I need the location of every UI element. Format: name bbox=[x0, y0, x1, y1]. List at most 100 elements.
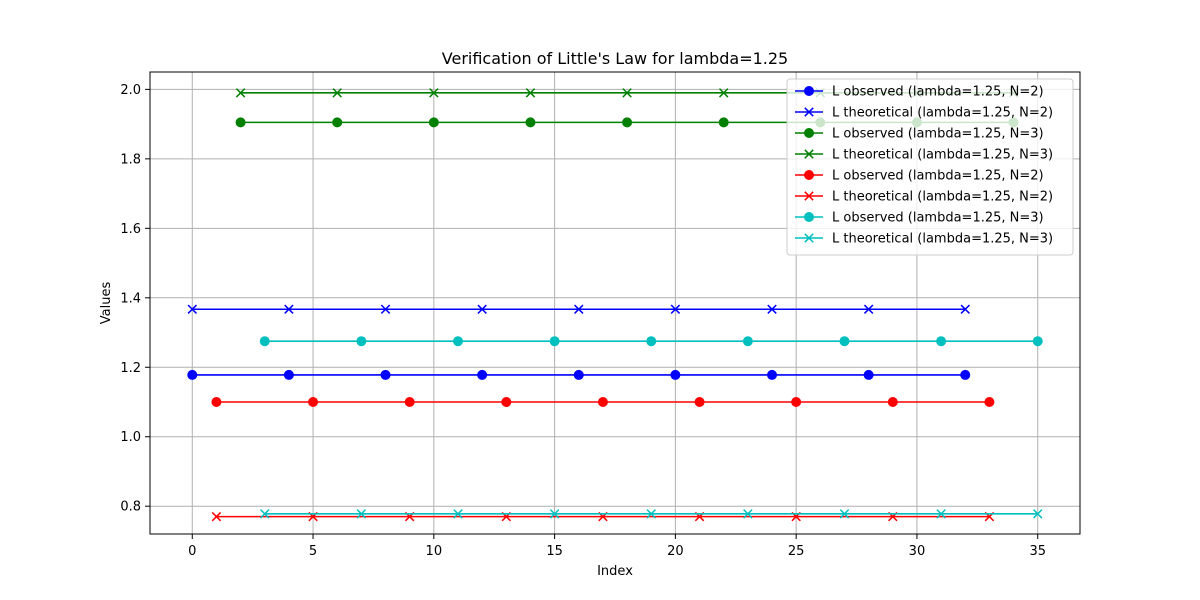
x-tick-label: 30 bbox=[909, 544, 926, 559]
marker-stroke bbox=[646, 509, 656, 519]
marker-stroke bbox=[670, 304, 681, 314]
data-point bbox=[670, 304, 681, 314]
legend-marker bbox=[804, 233, 814, 243]
data-point bbox=[791, 397, 802, 407]
data-point bbox=[211, 511, 222, 522]
data-point bbox=[549, 509, 560, 519]
x-axis-ticks: 0 5 10 15 20 25 30 35 bbox=[188, 534, 1046, 559]
marker-stroke bbox=[260, 509, 270, 519]
data-point bbox=[260, 509, 270, 519]
data-point bbox=[718, 117, 729, 128]
data-point bbox=[887, 397, 898, 407]
y-axis-label: Values bbox=[99, 282, 114, 325]
data-point bbox=[549, 336, 560, 347]
y-tick-label: 1.6 bbox=[120, 222, 141, 237]
legend-marker bbox=[804, 149, 814, 159]
data-point bbox=[767, 304, 777, 314]
series-5 bbox=[211, 397, 995, 407]
series-1 bbox=[187, 369, 971, 380]
legend-label: L theoretical (lambda=1.25, N=3) bbox=[832, 232, 1053, 247]
data-point bbox=[574, 304, 584, 314]
data-point bbox=[356, 509, 367, 519]
legend-label: L theoretical (lambda=1.25, N=2) bbox=[832, 190, 1053, 205]
y-tick-label: 1.0 bbox=[120, 430, 141, 445]
data-point bbox=[477, 369, 488, 380]
marker-stroke bbox=[429, 88, 439, 98]
x-tick-label: 0 bbox=[188, 544, 196, 559]
marker-stroke bbox=[804, 233, 814, 243]
data-point bbox=[597, 397, 608, 407]
data-point bbox=[718, 88, 729, 98]
x-tick-label: 35 bbox=[1029, 544, 1046, 559]
marker-stroke bbox=[743, 509, 753, 519]
marker-stroke bbox=[804, 191, 814, 201]
series-2 bbox=[187, 304, 970, 314]
data-point bbox=[283, 369, 294, 380]
data-point bbox=[380, 369, 391, 380]
series-8 bbox=[260, 509, 1043, 519]
data-point bbox=[767, 369, 778, 380]
x-tick-label: 5 bbox=[309, 544, 317, 559]
data-point bbox=[356, 336, 367, 347]
legend-marker bbox=[804, 86, 814, 96]
x-tick-label: 15 bbox=[546, 544, 563, 559]
legend-label: L observed (lambda=1.25, N=2) bbox=[832, 85, 1044, 100]
data-point bbox=[235, 117, 246, 128]
marker-stroke bbox=[525, 88, 536, 98]
data-point bbox=[187, 369, 198, 380]
data-point bbox=[646, 336, 657, 347]
legend-marker bbox=[804, 107, 814, 117]
data-point bbox=[863, 304, 874, 314]
legend-entry: L theoretical (lambda=1.25, N=3) bbox=[795, 148, 1053, 163]
y-tick-label: 2.0 bbox=[120, 83, 141, 98]
chart-title: Verification of Little's Law for lambda=… bbox=[442, 49, 788, 68]
data-point bbox=[332, 88, 342, 98]
y-axis-ticks: 0.8 1.0 1.2 1.4 1.6 1.8 2.0 bbox=[120, 83, 150, 515]
marker-stroke bbox=[235, 88, 246, 98]
marker-stroke bbox=[380, 304, 391, 314]
data-point bbox=[646, 509, 656, 519]
data-point bbox=[694, 397, 705, 407]
data-point bbox=[936, 509, 946, 519]
plot-frame bbox=[149, 71, 1081, 535]
legend-marker bbox=[804, 128, 814, 138]
data-point bbox=[525, 88, 536, 98]
data-point bbox=[380, 304, 391, 314]
data-point bbox=[404, 397, 415, 407]
legend-entry: L theoretical (lambda=1.25, N=2) bbox=[795, 190, 1053, 205]
legend-label: L theoretical (lambda=1.25, N=2) bbox=[832, 106, 1053, 121]
legend-box bbox=[786, 78, 1074, 256]
data-point bbox=[211, 397, 222, 407]
marker-stroke bbox=[211, 511, 222, 522]
legend: L observed (lambda=1.25, N=2) L theoretic… bbox=[786, 78, 1074, 256]
legend-entry: L theoretical (lambda=1.25, N=2) bbox=[795, 106, 1053, 121]
marker-stroke bbox=[574, 304, 584, 314]
marker-stroke bbox=[622, 88, 632, 98]
data-point bbox=[936, 336, 947, 347]
data-point bbox=[259, 336, 270, 347]
legend-label: L observed (lambda=1.25, N=3) bbox=[832, 127, 1044, 142]
marker-stroke bbox=[960, 304, 970, 314]
marker-stroke bbox=[1032, 509, 1043, 519]
data-point bbox=[622, 88, 632, 98]
legend-marker bbox=[804, 191, 814, 201]
data-point bbox=[863, 369, 874, 380]
series-7 bbox=[259, 336, 1043, 347]
data-point bbox=[839, 509, 850, 519]
data-point bbox=[284, 304, 294, 314]
data-point bbox=[452, 336, 463, 347]
y-tick-label: 0.8 bbox=[120, 500, 141, 515]
marker-stroke bbox=[804, 107, 814, 117]
data-point bbox=[742, 336, 753, 347]
y-tick-label: 1.8 bbox=[120, 152, 141, 167]
data-point bbox=[428, 117, 439, 128]
data-point bbox=[573, 369, 584, 380]
data-point bbox=[429, 88, 439, 98]
data-point bbox=[453, 509, 463, 519]
data-point bbox=[984, 397, 995, 407]
marker-stroke bbox=[863, 304, 874, 314]
data-point bbox=[960, 304, 970, 314]
legend-entry: L observed (lambda=1.25, N=3) bbox=[795, 211, 1044, 226]
marker-stroke bbox=[718, 88, 729, 98]
